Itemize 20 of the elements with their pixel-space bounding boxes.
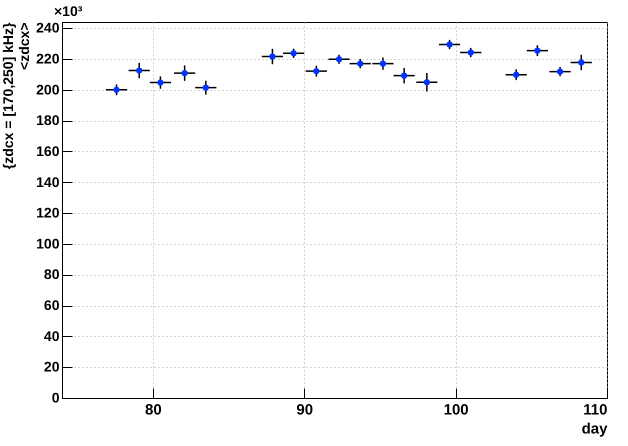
x-axis-title: day	[582, 420, 608, 438]
text: ×10³	[54, 3, 83, 20]
y-tick-label: 20	[44, 358, 60, 375]
x-tick-label: 100	[444, 402, 469, 418]
y-tick-label: 220	[36, 50, 60, 66]
y-tick-label: 140	[36, 174, 60, 190]
y-axis-title: {zdcx = [170,250] kHz} <zdcx>	[0, 22, 32, 170]
y-tick-label: 40	[44, 328, 60, 344]
y-tick-label: 100	[36, 235, 60, 252]
x-tick-label: 90	[296, 402, 314, 418]
y-tick-label: 200	[36, 81, 60, 98]
y-tick-label: 80	[44, 266, 60, 282]
y-tick-label: 240	[36, 20, 60, 36]
y-tick-label: 160	[36, 142, 60, 159]
y-tick-label: 120	[36, 204, 60, 221]
y-tick-label: 0	[52, 390, 60, 406]
x-tick-label: 110	[583, 402, 608, 418]
y-tick-label: 60	[44, 297, 60, 314]
y-tick-label: 180	[36, 112, 60, 128]
x-tick-label: 80	[144, 402, 162, 418]
